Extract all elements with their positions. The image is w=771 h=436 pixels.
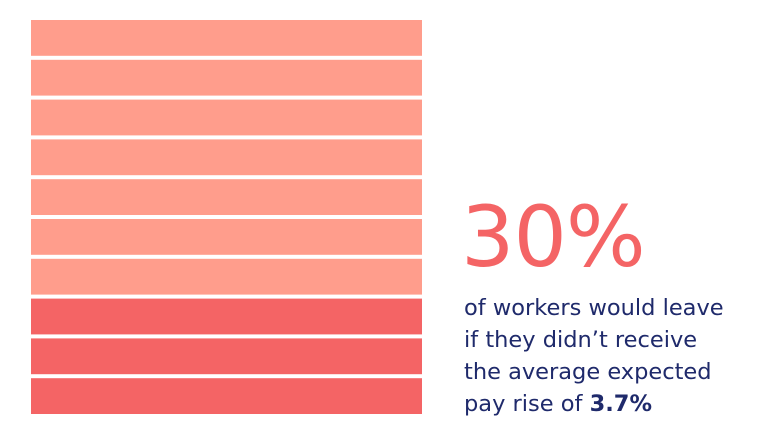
caption-line-4: pay rise of 3.7%	[464, 388, 764, 420]
caption-line-2: if they didn’t receive	[464, 327, 698, 353]
waffle-unit	[31, 139, 422, 176]
headline-percentage: 30%	[461, 188, 646, 286]
waffle-unit	[31, 20, 422, 56]
waffle-unit-highlighted	[31, 338, 422, 375]
pay-rise-emphasis: 3.7%	[589, 391, 653, 417]
waffle-unit	[31, 179, 422, 215]
caption-line-4-text: pay rise of	[464, 391, 590, 417]
waffle-unit-highlighted	[31, 298, 422, 335]
waffle-unit	[31, 219, 422, 255]
caption-line-1: of workers would leave	[464, 295, 724, 321]
caption-line-3: the average expected	[464, 359, 712, 385]
waffle-unit	[31, 99, 422, 136]
waffle-unit-highlighted	[31, 378, 422, 414]
waffle-unit	[31, 258, 422, 295]
stat-caption: of workers would leave if they didn’t re…	[464, 292, 764, 420]
waffle-unit	[31, 59, 422, 96]
